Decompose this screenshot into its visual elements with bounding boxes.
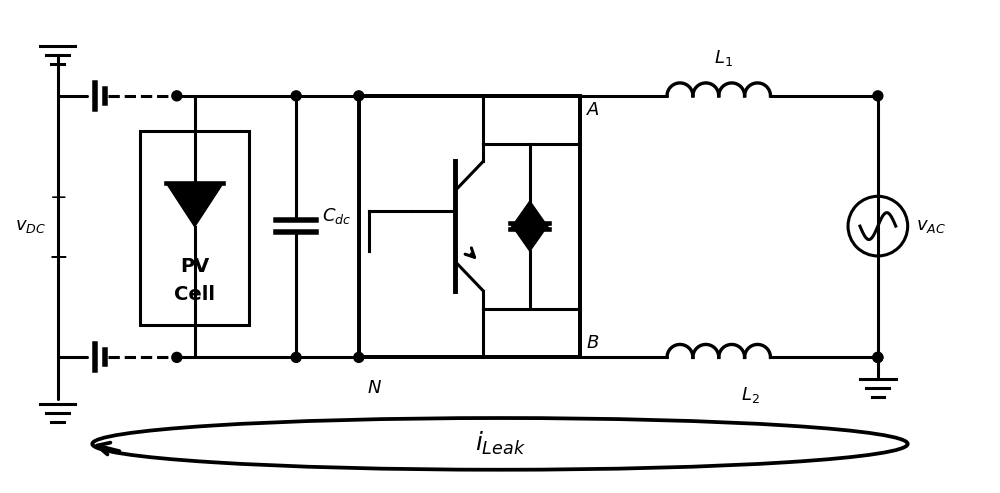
- Circle shape: [354, 352, 364, 362]
- Text: $v_{DC}$: $v_{DC}$: [15, 217, 46, 235]
- Text: Cell: Cell: [174, 285, 215, 304]
- Text: $v_{AC}$: $v_{AC}$: [916, 217, 946, 235]
- Polygon shape: [510, 201, 549, 229]
- Text: $+$: $+$: [49, 188, 66, 208]
- Text: $L_1$: $L_1$: [714, 48, 733, 68]
- Circle shape: [291, 352, 301, 362]
- Circle shape: [873, 91, 883, 101]
- Text: $i_{Leak}$: $i_{Leak}$: [475, 430, 525, 458]
- Polygon shape: [166, 183, 223, 227]
- Text: $N$: $N$: [367, 379, 382, 397]
- Circle shape: [873, 352, 883, 362]
- Text: $A$: $A$: [586, 101, 600, 119]
- Text: $-$: $-$: [48, 244, 67, 268]
- Circle shape: [873, 352, 883, 362]
- Bar: [140, 131, 249, 324]
- Bar: [359, 96, 580, 357]
- Circle shape: [354, 91, 364, 101]
- Polygon shape: [510, 223, 549, 251]
- Text: $L_2$: $L_2$: [741, 385, 759, 405]
- Text: $B$: $B$: [586, 334, 599, 352]
- Circle shape: [291, 91, 301, 101]
- Circle shape: [172, 352, 182, 362]
- Circle shape: [172, 91, 182, 101]
- Text: PV: PV: [180, 257, 209, 277]
- Text: $C_{dc}$: $C_{dc}$: [322, 206, 351, 226]
